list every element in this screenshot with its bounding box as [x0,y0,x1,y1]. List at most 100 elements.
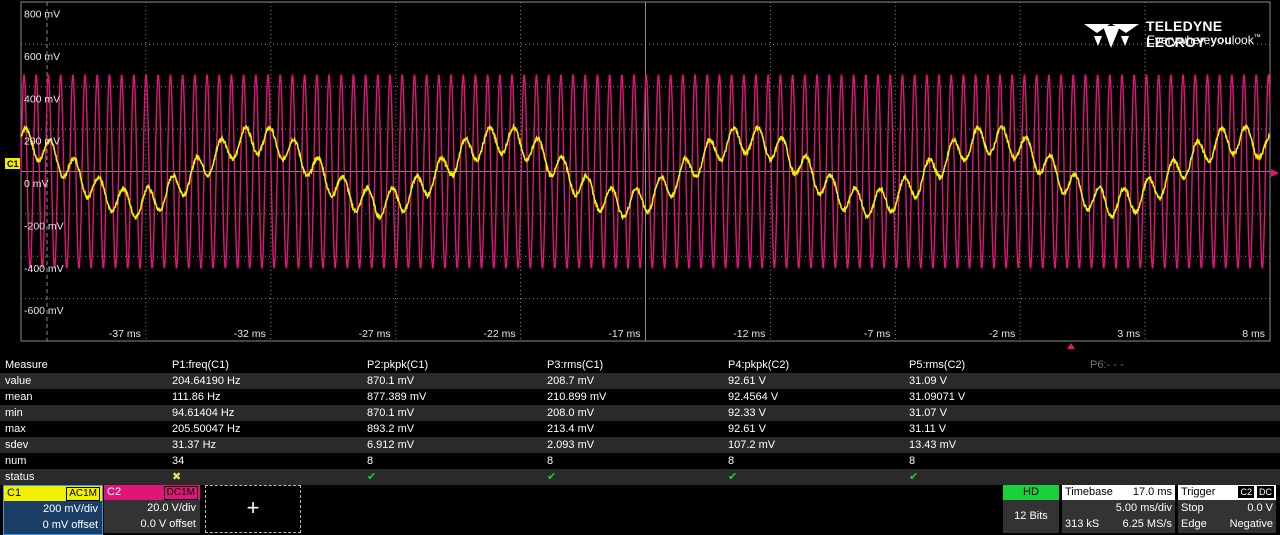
y-tick-label: -400 mV [24,263,64,275]
status-icon: ✔ [367,471,377,483]
measure-cell: 8 [547,455,554,467]
measure-row-value: value 204.64190 Hz 870.1 mV 208.7 mV 92.61 V… [0,373,1280,389]
add-trace-button[interactable]: + [205,485,301,533]
measure-cell: 2.093 mV [547,439,595,451]
x-tick-label: -7 ms [864,328,890,340]
p3-header[interactable]: P3:rms(C1) [547,359,604,371]
p6-header[interactable]: P6:- - - [1090,359,1124,371]
x-tick-label: 8 ms [1242,328,1265,340]
measure-cell: 92.61 V [728,375,766,387]
measure-cell: 210.899 mV [547,391,607,403]
trigger-coupling-badge: DC [1257,486,1274,498]
tagline-part-1: Everywhere [1147,33,1211,47]
waveform-graticule[interactable]: 800 mV 600 mV 400 mV 200 mV 0 mV -200 mV -400 … [0,0,1280,356]
x-tick-label: -27 ms [359,328,391,340]
y-tick-label: -200 mV [24,220,64,232]
measure-header: Measure [5,359,48,371]
c2-descriptor-header: C2 DC1M [104,485,200,500]
trigger-header: Trigger C2 DC [1178,485,1276,500]
measure-cell: 31.11 V [909,423,947,435]
measure-row-max: max 205.50047 Hz 893.2 mV 213.4 mV 92.61 V 31… [0,421,1280,437]
measure-cell: 204.64190 Hz [172,375,241,387]
c2-level-marker[interactable] [1271,169,1279,177]
c2-coupling-badge: DC1M [163,486,198,500]
c1-descriptor[interactable]: C1 AC1M 200 mV/div 0 mV offset [3,485,103,535]
trigger-descriptor[interactable]: Trigger C2 DC Stop 0.0 V Edge Negative [1178,485,1276,533]
c1-offset: 0 mV offset [42,519,98,531]
x-tick-label: -22 ms [484,328,516,340]
measure-row-label: status [5,471,35,483]
measure-cell: 31.09 V [909,375,947,387]
brand-tagline: Everywhereyoulook™ [1147,33,1261,47]
y-axis-labels: 800 mV 600 mV 400 mV 200 mV 0 mV -200 mV -400 … [24,9,64,318]
c1-descriptor-header: C1 AC1M [4,486,102,501]
measure-cell: 893.2 mV [367,423,415,435]
p5-header[interactable]: P5:rms(C2) [909,359,966,371]
trigger-title: Trigger [1181,486,1216,498]
measure-row-label: min [5,407,23,419]
timebase-descriptor[interactable]: Timebase 17.0 ms 5.00 ms/div 313 kS 6.25… [1062,485,1175,533]
timebase-samples: 313 kS [1065,518,1100,530]
p1-header[interactable]: P1:freq(C1) [172,359,229,371]
measure-row-status: status ✖ ✔ ✔ ✔ ✔ [0,469,1280,485]
trace-c1 [20,123,1271,222]
measure-cell: 8 [367,455,374,467]
measure-cell: 31.37 Hz [172,439,217,451]
y-tick-label: 200 mV [24,136,60,148]
x-tick-label: -32 ms [234,328,266,340]
c2-waveform [20,74,1271,269]
measure-row-sdev: sdev 31.37 Hz 6.912 mV 2.093 mV 107.2 mV 13.4… [0,437,1280,453]
x-tick-label: -17 ms [608,328,640,340]
brand-name: TELEDYNE LECROY [1146,18,1223,50]
plus-icon: + [246,495,260,520]
c1-ground-marker-label: C1 [7,159,19,169]
measure-row-label: mean [5,391,33,403]
measure-row-label: value [5,375,32,387]
measure-row-min: min 94.61404 Hz 870.1 mV 208.0 mV 92.33 V 31.… [0,405,1280,421]
hd-bits: 12 Bits [1014,510,1048,522]
waveform-display[interactable]: 800 mV 600 mV 400 mV 200 mV 0 mV -200 mV -400 … [0,0,1280,356]
p4-header[interactable]: P4:pkpk(C2) [728,359,790,371]
measure-header-row: Measure P1:freq(C1) P2:pkpk(C1) P3:rms(C… [0,357,1280,373]
measure-cell: 208.0 mV [547,407,595,419]
measure-row-num: num 34 8 8 8 8 [0,453,1280,469]
y-tick-label: 400 mV [24,93,60,105]
measure-cell: 34 [172,455,185,467]
measure-cell: 111.86 Hz [172,391,221,403]
timebase-rate: 6.25 MS/s [1122,518,1172,530]
c2-descriptor-body: 20.0 V/div 0.0 V offset [104,500,200,533]
x-tick-label: -12 ms [733,328,765,340]
y-tick-label: 0 mV [24,178,49,190]
c1-descriptor-body: 200 mV/div 0 mV offset [4,501,102,534]
c1-vdiv: 200 mV/div [42,503,98,515]
status-icon: ✔ [728,471,738,483]
c2-name: C2 [107,486,122,498]
measure-cell: 6.912 mV [367,439,415,451]
c1-waveform [20,123,1271,222]
measure-cell: 208.7 mV [547,375,595,387]
measure-cell: 107.2 mV [728,439,776,451]
hd-descriptor[interactable]: HD 12 Bits [1003,485,1059,533]
c1-ground-marker[interactable] [5,158,20,169]
tagline-part-3: look [1231,33,1254,47]
measure-cell: 94.61404 Hz [172,407,235,419]
y-tick-label: 600 mV [24,51,60,63]
x-axis-labels: -37 ms -32 ms -27 ms -22 ms -17 ms -12 ms -7 m… [109,328,1265,340]
measure-cell: 31.09071 V [909,391,966,403]
trigger-position-marker[interactable] [1067,343,1075,349]
c1-coupling-badge: AC1M [66,487,100,501]
status-icon: ✖ [172,471,182,483]
measure-cell: 92.33 V [728,407,766,419]
p2-header[interactable]: P2:pkpk(C1) [367,359,429,371]
c2-descriptor[interactable]: C2 DC1M 20.0 V/div 0.0 V offset [104,485,200,533]
measure-cell: 870.1 mV [367,375,415,387]
trigger-slope: Negative [1229,518,1273,530]
measure-table[interactable]: Measure P1:freq(C1) P2:pkpk(C1) P3:rms(C… [0,357,1280,485]
measure-cell: 205.50047 Hz [172,423,241,435]
x-tick-label: -37 ms [109,328,141,340]
measure-cell: 13.43 mV [909,439,957,451]
tagline-part-2: you [1210,33,1232,47]
x-tick-label: 3 ms [1117,328,1140,340]
y-tick-label: 800 mV [24,9,60,21]
timebase-title: Timebase [1065,486,1113,498]
